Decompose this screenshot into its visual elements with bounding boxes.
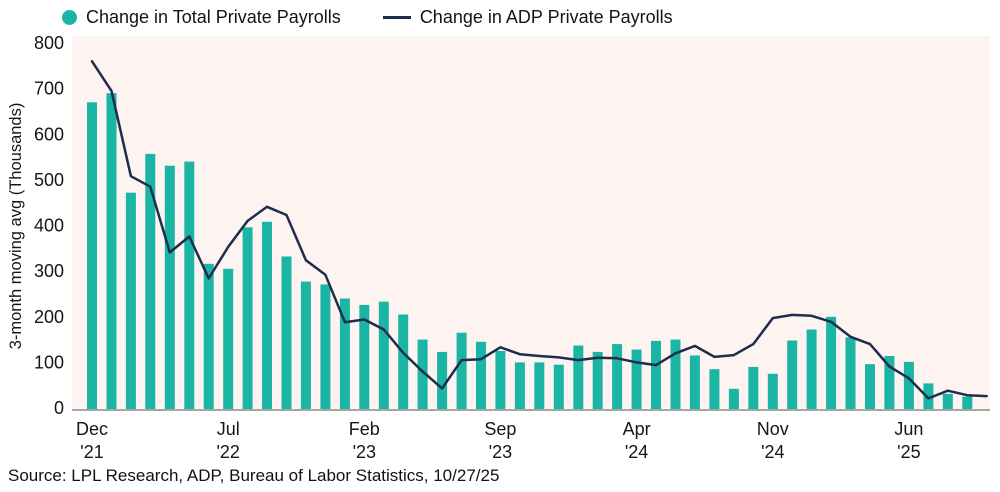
payroll-bar <box>223 268 234 409</box>
x-tick-year-label: '24 <box>625 442 648 462</box>
x-tick-year-label: '23 <box>489 442 512 462</box>
x-axis-line <box>72 409 990 411</box>
payroll-bar <box>670 339 681 409</box>
payroll-bar <box>689 355 700 409</box>
legend-item-adp: Change in ADP Private Payrolls <box>382 7 673 28</box>
payroll-bar <box>573 345 584 409</box>
payroll-bar <box>262 221 272 409</box>
payroll-bar <box>145 153 156 409</box>
legend-item-total-private: Change in Total Private Payrolls <box>62 7 341 28</box>
payroll-bar <box>806 329 817 409</box>
payroll-bar <box>884 356 895 409</box>
payroll-bar <box>320 284 331 409</box>
payroll-bar <box>903 361 914 409</box>
payroll-bar <box>514 362 525 409</box>
payroll-bar <box>534 362 545 409</box>
payroll-bar <box>709 369 720 409</box>
payroll-bar <box>184 161 195 409</box>
y-tick-label: 400 <box>34 216 64 236</box>
payroll-bar <box>942 393 953 409</box>
payroll-bar <box>164 165 175 409</box>
payroll-bar <box>728 388 739 409</box>
y-tick-label: 600 <box>34 124 64 144</box>
x-tick-year-label: '23 <box>353 442 376 462</box>
y-tick-label: 500 <box>34 170 64 190</box>
payroll-bar <box>962 396 973 409</box>
payroll-bar <box>359 304 370 409</box>
y-tick-label: 200 <box>34 307 64 327</box>
adp-line <box>90 60 988 400</box>
payroll-bar <box>865 364 875 409</box>
payroll-bar <box>923 383 934 409</box>
payroll-bar <box>553 364 564 409</box>
payroll-bar <box>476 341 486 409</box>
x-tick-year-label: '22 <box>216 442 239 462</box>
payroll-bar <box>437 351 448 409</box>
payroll-bar <box>339 298 350 409</box>
payroll-bar <box>787 340 798 409</box>
x-tick-month-label: Jun <box>894 419 923 439</box>
payroll-bar <box>300 281 311 409</box>
payroll-bar <box>203 263 214 409</box>
payroll-bar <box>242 227 253 409</box>
payroll-bar <box>281 256 292 409</box>
payroll-bar <box>378 301 389 409</box>
payroll-bar <box>651 340 661 409</box>
y-tick-label: 800 <box>34 33 64 53</box>
line-series-marker-icon <box>382 16 411 19</box>
payroll-bar <box>495 351 506 409</box>
payroll-bar <box>87 102 97 410</box>
x-tick-month-label: Feb <box>349 419 380 439</box>
x-tick-month-label: Dec <box>76 419 108 439</box>
x-tick-year-label: '24 <box>761 442 784 462</box>
source-note: Source: LPL Research, ADP, Bureau of Lab… <box>8 466 500 485</box>
y-axis-label: 3-month moving avg (Thousands) <box>7 103 25 350</box>
payroll-bar <box>125 192 136 409</box>
payroll-bar <box>417 339 428 409</box>
legend-label-adp: Change in ADP Private Payrolls <box>419 7 673 27</box>
y-tick-label: 300 <box>34 261 64 281</box>
x-tick-year-label: '21 <box>80 442 103 462</box>
payroll-bar <box>106 93 117 409</box>
chart-legend: Change in Total Private Payrolls Change … <box>62 7 673 28</box>
y-tick-label: 0 <box>54 398 64 418</box>
y-tick-label: 100 <box>34 352 64 372</box>
payroll-bar <box>592 351 603 409</box>
x-tick-month-label: Sep <box>484 419 516 439</box>
payroll-bar <box>826 316 837 410</box>
payroll-bar <box>748 366 759 409</box>
x-tick-month-label: Apr <box>623 419 651 439</box>
payroll-bar <box>456 332 467 409</box>
payroll-bar <box>631 349 642 409</box>
payroll-bar <box>767 373 778 409</box>
payroll-bar <box>612 344 623 409</box>
payroll-bar <box>398 314 409 409</box>
payroll-bar <box>845 337 856 409</box>
legend-label-total-private: Change in Total Private Payrolls <box>86 7 341 27</box>
x-tick-month-label: Nov <box>757 419 789 439</box>
x-tick-month-label: Jul <box>217 419 240 439</box>
bar-series-marker-icon <box>62 10 77 25</box>
x-tick-year-label: '25 <box>897 442 920 462</box>
y-tick-label: 700 <box>34 79 64 99</box>
